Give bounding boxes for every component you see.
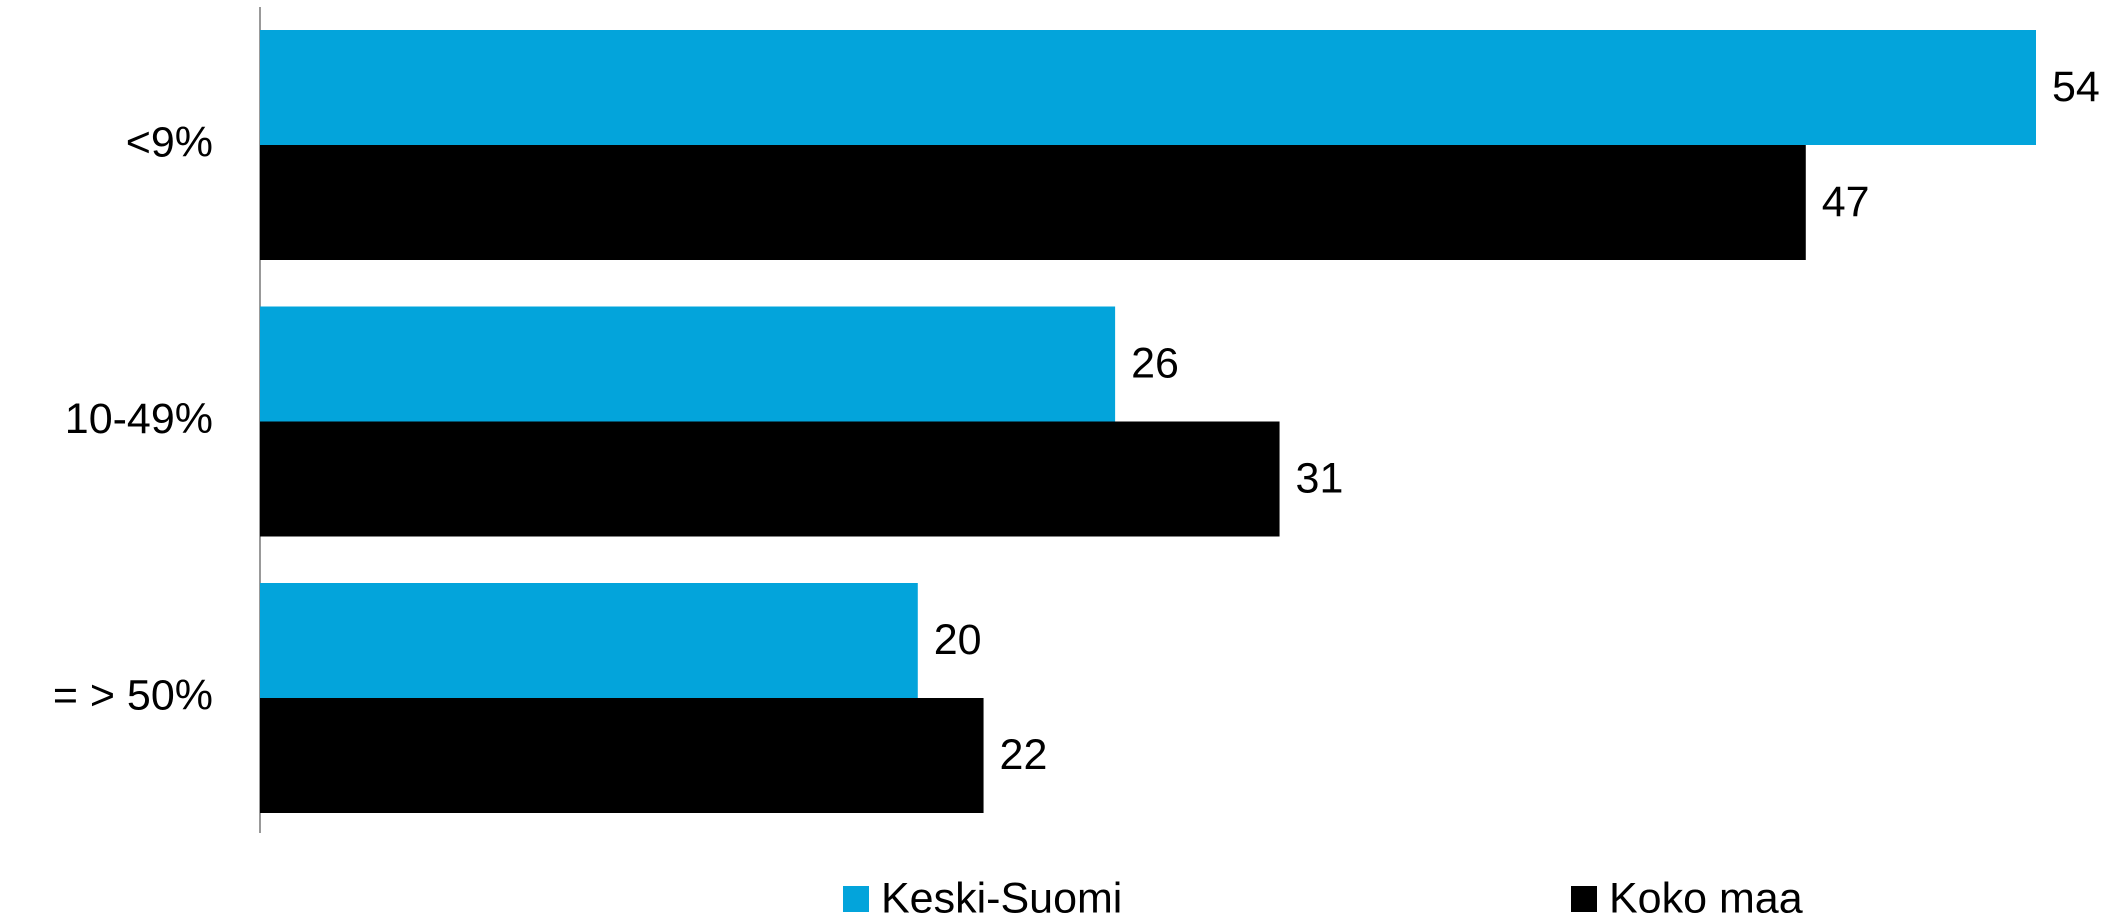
bar (260, 30, 2036, 145)
bar (260, 583, 918, 698)
y-tick-label: <9% (126, 118, 213, 166)
data-label: 26 (1131, 339, 1179, 387)
bar (260, 421, 1280, 537)
data-label: 47 (1822, 178, 1870, 226)
bar (260, 306, 1116, 422)
y-tick-label: = > 50% (53, 671, 213, 719)
y-tick-label: 10-49% (65, 395, 213, 443)
data-label: 31 (1296, 454, 1344, 502)
data-label: 54 (2052, 63, 2100, 111)
data-label: 20 (934, 616, 982, 664)
data-label: 22 (1000, 731, 1048, 779)
legend-label: Koko maa (1609, 874, 1803, 918)
legend-swatch (843, 886, 869, 912)
bar (260, 698, 984, 813)
legend-label: Keski-Suomi (881, 874, 1122, 918)
legend-swatch (1571, 886, 1597, 912)
bar (260, 145, 1806, 260)
